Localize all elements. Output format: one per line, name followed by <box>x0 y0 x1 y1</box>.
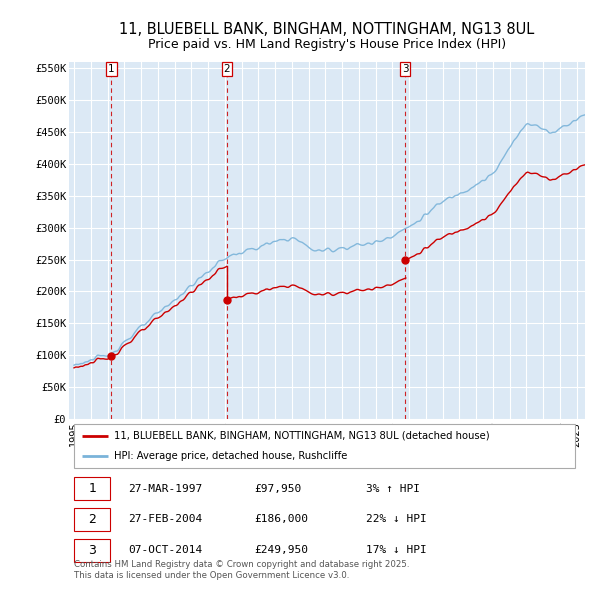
Text: 07-OCT-2014: 07-OCT-2014 <box>128 545 203 555</box>
Text: 11, BLUEBELL BANK, BINGHAM, NOTTINGHAM, NG13 8UL (detached house): 11, BLUEBELL BANK, BINGHAM, NOTTINGHAM, … <box>115 431 490 441</box>
Text: 1: 1 <box>108 64 115 74</box>
Bar <box>74 424 575 467</box>
Text: £97,950: £97,950 <box>255 484 302 494</box>
Text: 27-FEB-2004: 27-FEB-2004 <box>128 514 203 525</box>
Text: 27-MAR-1997: 27-MAR-1997 <box>128 484 203 494</box>
Text: Price paid vs. HM Land Registry's House Price Index (HPI): Price paid vs. HM Land Registry's House … <box>148 38 506 51</box>
Text: £186,000: £186,000 <box>255 514 309 525</box>
Bar <box>74 477 110 500</box>
Text: Contains HM Land Registry data © Crown copyright and database right 2025.
This d: Contains HM Land Registry data © Crown c… <box>74 560 410 579</box>
Text: 2: 2 <box>88 513 96 526</box>
Text: 17% ↓ HPI: 17% ↓ HPI <box>366 545 427 555</box>
Text: 3% ↑ HPI: 3% ↑ HPI <box>366 484 420 494</box>
Text: HPI: Average price, detached house, Rushcliffe: HPI: Average price, detached house, Rush… <box>115 451 348 461</box>
Text: 2: 2 <box>224 64 230 74</box>
Text: 3: 3 <box>402 64 409 74</box>
Bar <box>74 539 110 562</box>
Bar <box>74 508 110 531</box>
Text: 11, BLUEBELL BANK, BINGHAM, NOTTINGHAM, NG13 8UL: 11, BLUEBELL BANK, BINGHAM, NOTTINGHAM, … <box>119 22 535 37</box>
Text: 3: 3 <box>88 544 96 557</box>
Text: 22% ↓ HPI: 22% ↓ HPI <box>366 514 427 525</box>
Text: £249,950: £249,950 <box>255 545 309 555</box>
Text: 1: 1 <box>88 482 96 495</box>
